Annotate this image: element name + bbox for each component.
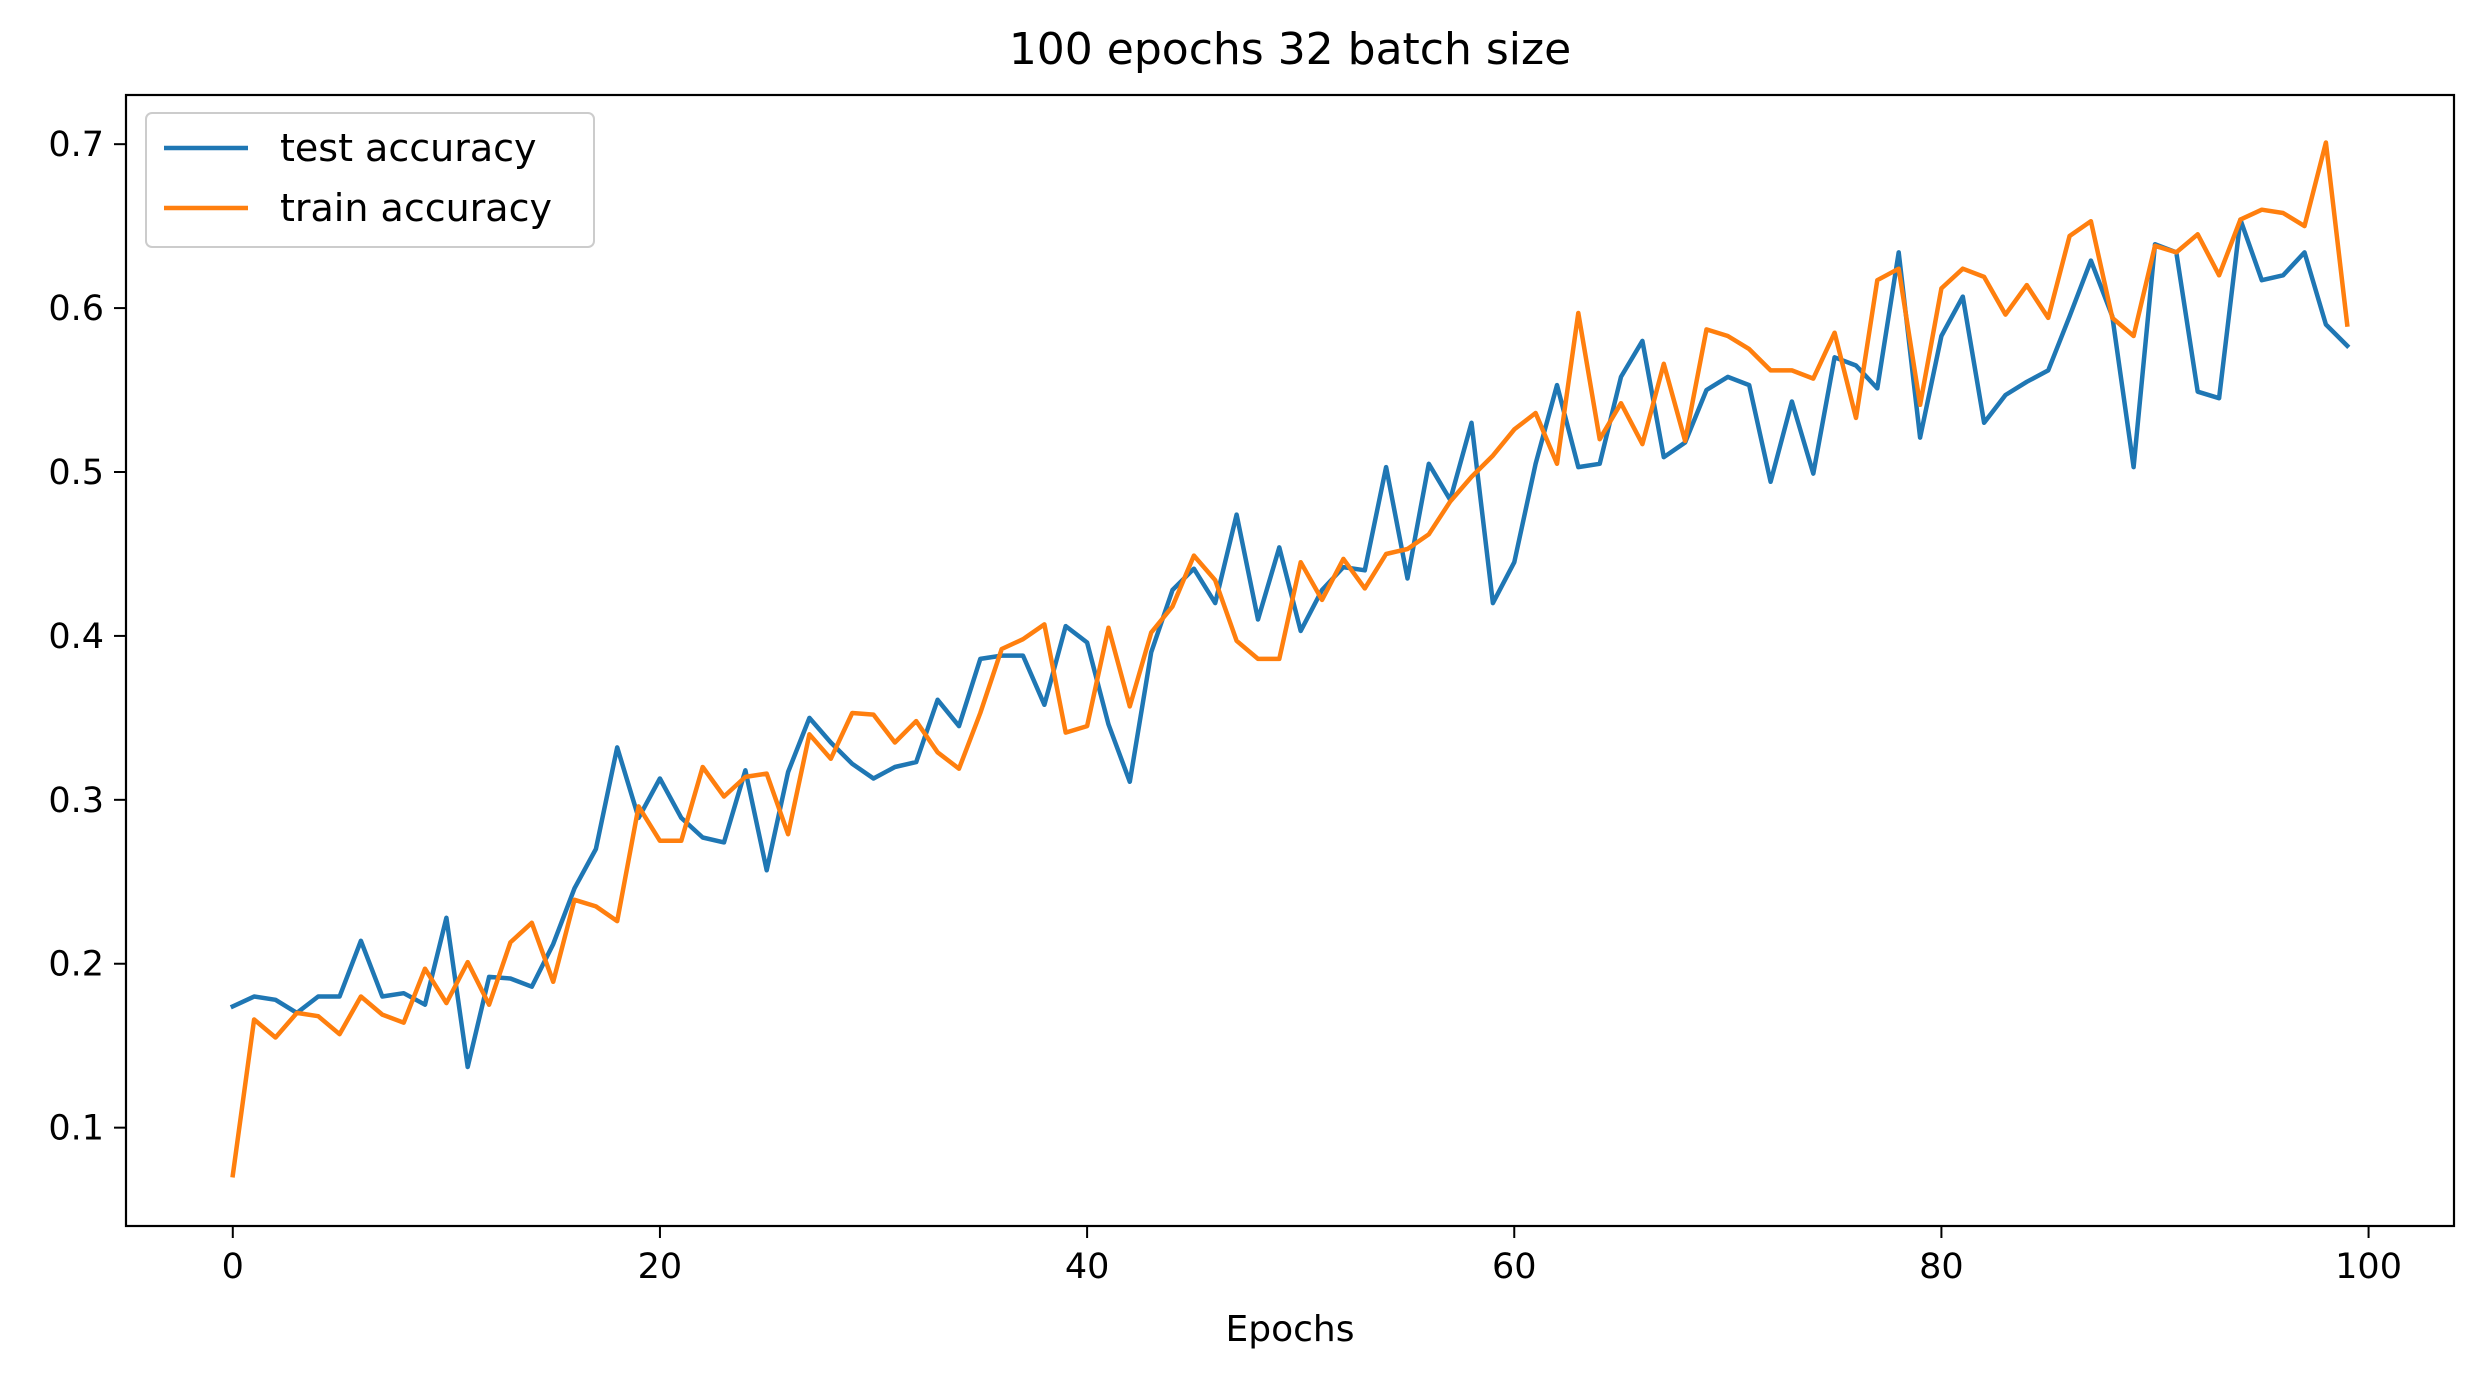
- y-tick-label: 0.5: [48, 453, 104, 493]
- series-layer: [229, 140, 2351, 1178]
- y-axis: 0.1 0.2 0.3 0.4 0.5 0.6 0.7: [48, 125, 126, 1149]
- chart-title: 100 epochs 32 batch size: [1009, 24, 1571, 75]
- series-line-train-accuracy: [230, 140, 2350, 1178]
- legend-label-train: train accuracy: [280, 186, 552, 230]
- legend-label-test: test accuracy: [280, 126, 537, 170]
- x-tick-label: 80: [1919, 1247, 1964, 1287]
- legend-box: [145, 112, 595, 248]
- y-tick-label: 0.4: [48, 617, 104, 657]
- x-tick-label: 40: [1065, 1247, 1110, 1287]
- x-axis-label: Epochs: [1226, 1309, 1355, 1350]
- x-tick-label: 60: [1492, 1247, 1537, 1287]
- y-tick-label: 0.1: [48, 1109, 104, 1149]
- legend: test accuracy train accuracy: [145, 112, 595, 248]
- x-tick-label: 20: [638, 1247, 683, 1287]
- plot-frame: [124, 93, 2456, 1228]
- y-tick-label: 0.2: [48, 945, 104, 985]
- x-tick-label: 100: [2335, 1247, 2402, 1287]
- y-tick-label: 0.7: [48, 125, 104, 165]
- series-line-test-accuracy: [229, 217, 2351, 1070]
- x-axis: 0 20 40 60 80 100: [222, 1226, 2402, 1287]
- y-tick-label: 0.6: [48, 289, 104, 329]
- y-tick-label: 0.3: [48, 781, 104, 821]
- x-tick-label: 0: [222, 1247, 244, 1287]
